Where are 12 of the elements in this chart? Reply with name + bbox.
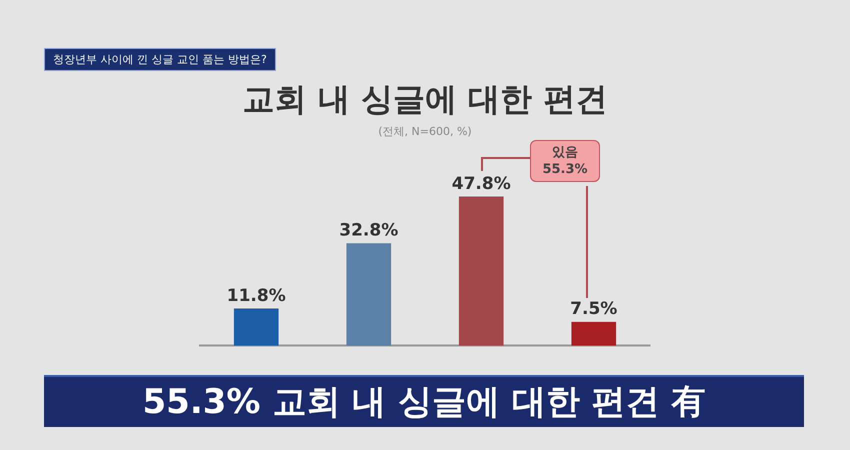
bar	[346, 243, 392, 346]
data-label: 47.8%	[452, 174, 511, 194]
bar	[458, 196, 504, 346]
data-label: 32.8%	[339, 220, 398, 240]
bar	[571, 322, 616, 346]
data-label: 11.8%	[226, 286, 286, 306]
chart-title: 교회 내 싱글에 대한 편견	[242, 79, 608, 120]
chart-subtitle: (전체, N=600, %)	[377, 124, 473, 139]
bar	[234, 308, 279, 346]
text: 청장년부 사이에 낀 싱글 교인 품는 방법은?	[44, 48, 276, 71]
text: 55.3% 교회 내 싱글에 대한 편견 有	[44, 375, 804, 427]
data-label: 7.5%	[570, 299, 618, 320]
